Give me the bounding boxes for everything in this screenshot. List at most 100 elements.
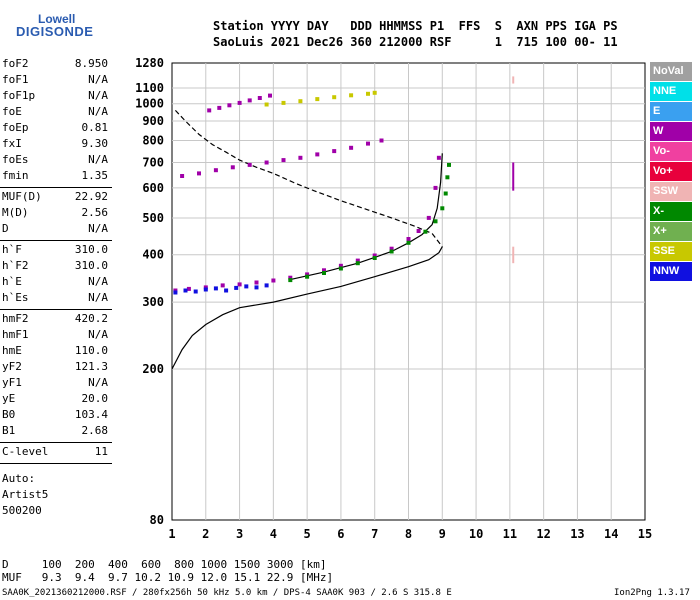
param-value: 11	[94, 445, 108, 458]
param-name: foE	[2, 105, 22, 118]
param-row: fxI 9.30	[2, 137, 108, 150]
echo-point	[186, 286, 191, 291]
echo-point	[207, 108, 212, 113]
param-row: hmF2 420.2	[2, 312, 108, 325]
echo-point	[234, 285, 239, 290]
param-name: foF1p	[2, 89, 36, 102]
param-name: foF2	[2, 57, 29, 70]
echo-point	[247, 98, 252, 103]
legend-noval: NoVal	[650, 62, 692, 81]
y-tick-label: 600	[142, 181, 164, 195]
param-name: h`F	[2, 243, 22, 256]
param-name: hmE	[2, 344, 22, 357]
echo-point	[423, 229, 428, 234]
x-tick-label: 5	[304, 527, 311, 541]
echo-point	[389, 249, 394, 254]
distance-row: D 100 200 400 600 800 1000 1500 3000 [km…	[2, 558, 327, 571]
param-row: yF1 N/A	[2, 376, 108, 389]
echo-point	[183, 288, 188, 293]
param-value: N/A	[88, 291, 108, 304]
autoscaling-line2: Artist5	[2, 488, 49, 501]
param-row: fmin 1.35	[2, 169, 108, 182]
logo-lowell: Lowell	[38, 12, 76, 26]
param-value: N/A	[88, 376, 108, 389]
echo-point	[338, 263, 343, 268]
param-name: hmF1	[2, 328, 29, 341]
echo-point	[247, 162, 252, 167]
legend-e: E	[650, 102, 692, 121]
param-value: 103.4	[74, 408, 108, 421]
param-value: 310.0	[74, 243, 108, 256]
legend-vo-: Vo-	[650, 142, 692, 161]
param-value: 8.950	[74, 57, 108, 70]
param-name: foF1	[2, 73, 29, 86]
echo-point	[254, 285, 259, 290]
echo-point	[322, 271, 326, 275]
echo-point	[230, 165, 235, 170]
echo-point	[193, 289, 198, 294]
echo-point	[355, 261, 360, 266]
param-value: 1.35	[81, 169, 109, 182]
x-tick-label: 9	[439, 527, 446, 541]
echo-point	[315, 97, 320, 102]
param-row: foF2 8.950	[2, 57, 108, 70]
echo-point	[349, 93, 354, 98]
echo-point	[213, 286, 218, 291]
legend-nne: NNE	[650, 82, 692, 101]
echo-point	[366, 91, 370, 96]
param-row: C-level 11	[2, 445, 108, 458]
param-row: hmE 110.0	[2, 344, 108, 357]
param-value: 22.92	[74, 190, 108, 203]
param-row: B1 2.68	[2, 424, 108, 437]
param-value: N/A	[88, 153, 108, 166]
echo-point	[332, 149, 337, 154]
echo-point	[389, 246, 394, 251]
x-tick-label: 2	[202, 527, 209, 541]
x-tick-label: 8	[405, 527, 412, 541]
param-value: 310.0	[74, 259, 108, 272]
echo-point	[220, 283, 225, 288]
x-tick-label: 4	[270, 527, 277, 541]
param-row: h`Es N/A	[2, 291, 108, 304]
echo-point	[440, 206, 445, 211]
echo-point	[244, 284, 249, 289]
echo-point	[281, 158, 286, 163]
param-value: 420.2	[74, 312, 108, 325]
param-name: foEs	[2, 153, 29, 166]
echo-point	[433, 185, 438, 190]
param-name: MUF(D)	[2, 190, 42, 203]
echo-point	[217, 105, 222, 110]
param-value: N/A	[88, 275, 108, 288]
header-line-2: SaoLuis 2021 Dec26 360 212000 RSF 1 715 …	[213, 35, 618, 49]
ionosonde-trace	[171, 246, 443, 370]
autoscaling-line1: Auto:	[2, 472, 36, 485]
param-row: foF1 N/A	[2, 73, 108, 86]
param-separator	[0, 240, 112, 241]
param-row: B0 103.4	[2, 408, 108, 421]
legend-sse: SSE	[650, 242, 692, 261]
echo-point	[436, 155, 441, 160]
echo-point	[288, 278, 293, 283]
param-row: MUF(D) 22.92	[2, 190, 108, 203]
param-value: N/A	[88, 73, 108, 86]
param-row: yF2 121.3	[2, 360, 108, 373]
echo-point	[271, 278, 276, 283]
param-name: fmin	[2, 169, 29, 182]
param-row: h`F2 310.0	[2, 259, 108, 272]
legend-x-: X-	[650, 202, 692, 221]
param-name: B0	[2, 408, 16, 421]
legend-x-: X+	[650, 222, 692, 241]
param-row: foEp 0.81	[2, 121, 108, 134]
echo-point	[379, 138, 384, 143]
y-tick-label: 400	[142, 248, 164, 262]
echo-point	[298, 155, 303, 160]
x-tick-label: 7	[371, 527, 378, 541]
param-value: N/A	[88, 105, 108, 118]
y-tick-label: 500	[142, 211, 164, 225]
y-tick-label: 80	[150, 513, 164, 527]
echo-point	[443, 191, 448, 196]
param-value: N/A	[88, 89, 108, 102]
echo-point	[288, 275, 293, 280]
param-name: foEp	[2, 121, 29, 134]
